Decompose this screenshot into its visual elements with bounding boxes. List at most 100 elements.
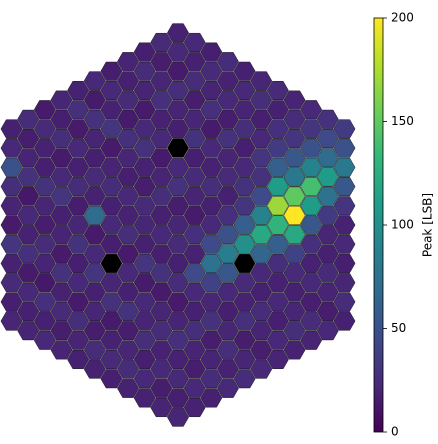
pixel [133,388,156,408]
pixel [150,52,173,72]
pixel [83,263,106,283]
pixel [250,90,273,110]
pixel [100,215,123,235]
pixel [50,263,73,283]
pixel [266,253,289,273]
pixel [133,311,156,331]
pixel [300,311,323,331]
pixel [183,71,206,91]
pixel [0,119,23,139]
pixel [283,244,306,264]
pixel [183,282,206,302]
pixel [200,196,223,216]
pixel [133,253,156,273]
pixel [83,244,106,264]
colorbar-tick-label: 50 [391,321,406,335]
pixel [0,177,23,197]
pixel [83,282,106,302]
pixel [233,292,256,312]
pixel [333,273,356,293]
pixel [233,369,256,389]
pixel [100,349,123,370]
pixel [150,167,173,187]
pixel [183,321,206,341]
pixel [150,225,173,245]
pixel [133,100,156,120]
pixel [266,311,289,331]
pixel [266,196,289,216]
pixel [333,177,356,197]
pixel [100,119,123,139]
pixel [333,234,356,254]
pixel [250,359,273,379]
pixel [233,138,256,158]
pixel [300,177,323,197]
pixel [233,273,256,293]
pixel [150,398,173,418]
pixel [33,119,56,139]
pixel [67,119,90,139]
pixel [83,321,106,341]
pixel [167,292,189,312]
pixel [250,301,273,321]
pixel [283,148,306,168]
pixel [300,215,323,235]
pixel [117,52,140,72]
pixel [133,80,156,101]
pixel [233,119,256,139]
pixel [300,234,323,254]
pixel [333,215,356,235]
pixel [133,215,156,235]
pixel [183,129,206,149]
pixel [17,186,40,206]
pixel [67,273,90,293]
pixel [300,196,323,216]
pixel [0,292,23,312]
pixel [250,244,273,264]
pixel [117,148,140,168]
pixel [150,244,173,264]
pixel [183,263,206,283]
pixel [316,244,339,264]
pixel [50,282,73,302]
pixel [283,282,306,302]
pixel [233,196,256,216]
pixel [183,359,206,379]
pixel [17,301,40,321]
pixel [17,282,40,302]
pixel [283,263,306,283]
pixel [100,369,123,389]
pixel [117,301,140,321]
pixel [233,100,256,120]
colorbar-axis: 0 50 100 150 200 [383,11,414,439]
pixel [250,129,273,149]
pixel [83,340,106,360]
pixel [200,292,223,312]
pixel [167,234,189,254]
pixel [183,186,206,206]
pixel [100,100,123,120]
pixel [216,52,239,72]
pixel [333,157,356,177]
pixel [200,215,223,235]
pixel [33,292,56,312]
pixel [117,263,140,283]
pixel [266,330,289,350]
pixel [216,205,239,225]
pixel [117,205,140,225]
pixel [117,340,140,360]
pixel [17,109,40,129]
pixel [283,109,306,129]
pixel [133,273,156,293]
pixel [300,119,323,139]
pixel [183,340,206,360]
pixel [300,330,323,350]
pixel [183,109,206,129]
pixel [266,80,289,101]
pixel [266,138,289,158]
pixel [150,321,173,341]
pixel [67,292,90,312]
pixel [266,273,289,293]
pixel [83,359,106,379]
